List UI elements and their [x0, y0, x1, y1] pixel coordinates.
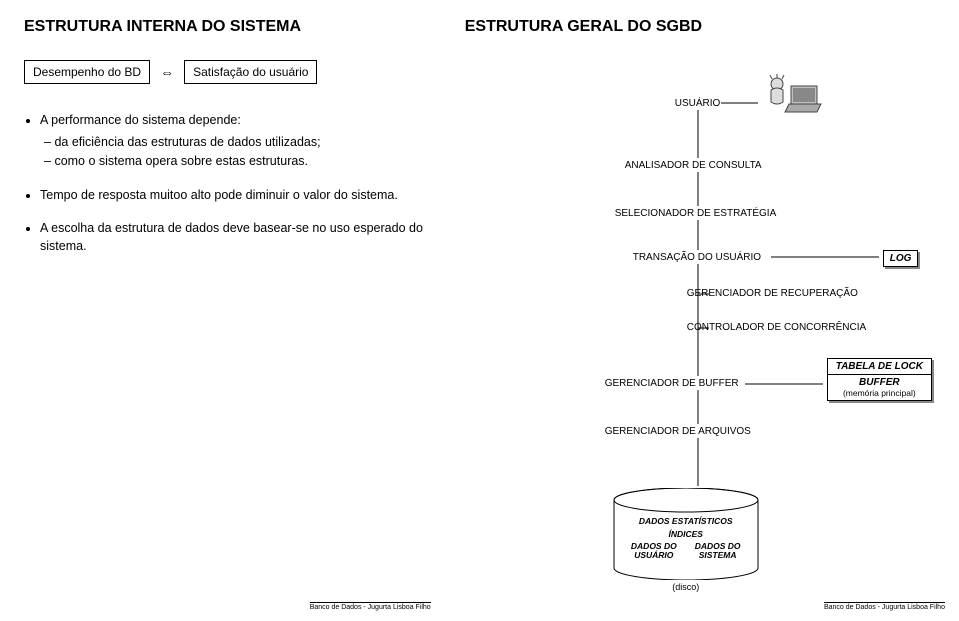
tabela-lock-label: TABELA DE LOCK	[828, 359, 931, 375]
dados-usuario-label: DADOS DO USUÁRIO	[631, 542, 677, 560]
box-desempenho: Desempenho do BD	[24, 60, 150, 84]
sgbd-diagram: USUÁRIO ANALISADOR DE CONSULTA SELECIONA…	[465, 60, 945, 620]
footer-credit-left: Banco de Dados - Jugurta Lisboa Filho	[310, 602, 431, 611]
sub-item: como o sistema opera sobre estas estrutu…	[44, 153, 431, 171]
left-panel: ESTRUTURA INTERNA DO SISTEMA Desempenho …	[0, 0, 451, 621]
node-gerenciador-arquivos: GERENCIADOR DE ARQUIVOS	[605, 426, 751, 437]
list-item: A escolha da estrutura de dados deve bas…	[40, 220, 431, 255]
disk-cylinder-icon: DADOS ESTATÍSTICOS ÍNDICES DADOS DO USUÁ…	[611, 488, 761, 580]
left-title: ESTRUTURA INTERNA DO SISTEMA	[24, 18, 431, 36]
list-item: A performance do sistema depende: da efi…	[40, 112, 431, 171]
bullet-list: A performance do sistema depende: da efi…	[24, 112, 431, 255]
node-gerenciador-buffer: GERENCIADOR DE BUFFER	[605, 378, 739, 389]
right-panel: ESTRUTURA GERAL DO SGBD USUÁRIO ANALISA	[451, 0, 959, 621]
node-log: LOG	[883, 250, 919, 267]
buffer-sub-label: (memória principal)	[836, 388, 923, 398]
dados-sistema-label: DADOS DO SISTEMA	[695, 542, 741, 560]
sub-item: da eficiência das estruturas de dados ut…	[44, 134, 431, 152]
node-analisador: ANALISADOR DE CONSULTA	[625, 160, 762, 171]
indices-label: ÍNDICES	[668, 529, 702, 539]
user-computer-icon	[763, 74, 823, 118]
node-selecionador: SELECIONADOR DE ESTRATÉGIA	[615, 208, 777, 219]
bullet-text: A performance do sistema depende:	[40, 113, 241, 127]
equivalence-row: Desempenho do BD ⇔ Satisfação do usuário	[24, 60, 431, 84]
list-item: Tempo de resposta muitoo alto pode dimin…	[40, 187, 431, 205]
footer-credit-right: Banco de Dados - Jugurta Lisboa Filho	[824, 602, 945, 611]
double-arrow-icon: ⇔	[160, 64, 174, 80]
dados-estatisticos-label: DADOS ESTATÍSTICOS	[639, 516, 733, 526]
node-lock-buffer-stack: TABELA DE LOCK BUFFER (memória principal…	[827, 358, 932, 401]
box-satisfacao: Satisfação do usuário	[184, 60, 317, 84]
buffer-label: BUFFER	[836, 377, 923, 388]
node-usuario: USUÁRIO	[675, 98, 721, 109]
node-gerenciador-recuperacao: GERENCIADOR DE RECUPERAÇÃO	[687, 288, 858, 299]
right-title: ESTRUTURA GERAL DO SGBD	[465, 18, 945, 36]
node-controlador-concorrencia: CONTROLADOR DE CONCORRÊNCIA	[687, 322, 866, 333]
node-transacao: TRANSAÇÃO DO USUÁRIO	[633, 252, 761, 263]
disco-label: (disco)	[611, 582, 761, 592]
